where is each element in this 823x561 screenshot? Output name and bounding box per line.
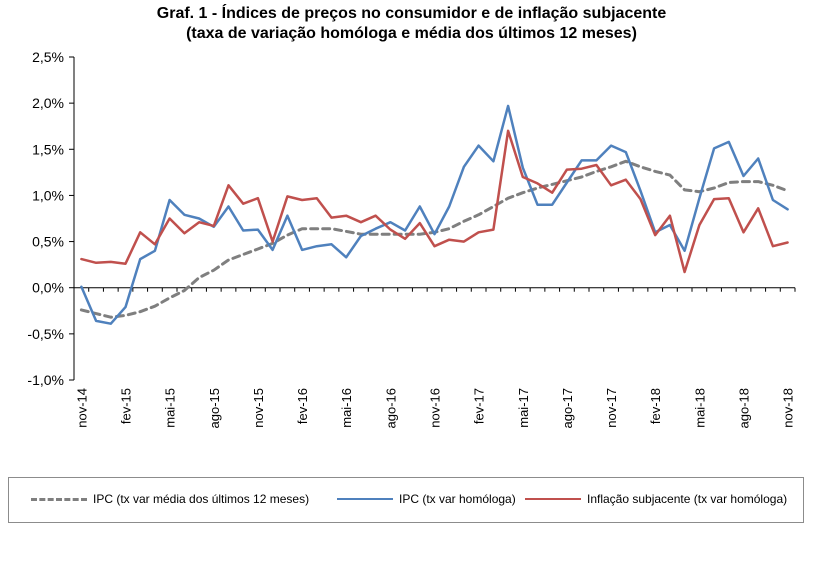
legend-label: IPC (tx var homóloga): [399, 492, 516, 506]
x-tick-label: nov-14: [74, 388, 89, 428]
y-tick-label: -0,5%: [27, 326, 64, 342]
x-tick-label: mai-16: [339, 388, 354, 428]
x-tick-label: fev-15: [119, 388, 134, 424]
x-tick-label: ago-18: [737, 388, 752, 428]
x-tick-label: fev-16: [295, 388, 310, 424]
x-tick-label: mai-17: [516, 388, 531, 428]
legend-item-ipc-yoy: IPC (tx var homóloga): [337, 492, 516, 506]
x-tick-label: fev-18: [648, 388, 663, 424]
legend-swatch-dashed-gray: [31, 497, 87, 501]
x-tick-label: ago-17: [560, 388, 575, 428]
legend-label: Inflação subjacente (tx var homóloga): [587, 492, 788, 506]
y-tick-label: 2,5%: [32, 49, 64, 65]
x-tick-label: ago-16: [383, 388, 398, 428]
chart-title-line: Graf. 1 - Índices de preços no consumido…: [156, 5, 667, 22]
series-line-2: [80, 129, 789, 274]
y-tick-label: 0,0%: [32, 280, 64, 296]
x-tick-label: mai-18: [692, 388, 707, 428]
y-tick-label: 2,0%: [32, 95, 64, 111]
series-line-1: [80, 104, 789, 325]
y-tick-label: 1,0%: [32, 187, 64, 203]
x-tick-label: nov-15: [251, 388, 266, 428]
x-tick-label: nov-16: [428, 388, 443, 428]
x-tick-label: ago-15: [207, 388, 222, 428]
legend-item-ipc-avg: IPC (tx var média dos últimos 12 meses): [31, 492, 309, 506]
legend-swatch-red: [525, 498, 581, 500]
chart-subtitle: (taxa de variação homóloga e média dos ú…: [186, 25, 637, 42]
legend-swatch-blue: [337, 498, 393, 500]
legend-label: IPC (tx var média dos últimos 12 meses): [93, 492, 310, 506]
y-tick-label: 0,5%: [32, 234, 64, 250]
legend-item-core: Inflação subjacente (tx var homóloga): [525, 492, 787, 506]
x-tick-label: nov-17: [604, 388, 619, 428]
chart-title: Graf. 1 - Índices de preços no consumido…: [0, 4, 823, 44]
x-tick-label: mai-15: [163, 388, 178, 428]
x-tick-label: nov-18: [781, 388, 796, 428]
y-tick-label: -1,0%: [27, 372, 64, 388]
x-tick-label: fev-17: [472, 388, 487, 424]
chart-legend: IPC (tx var média dos últimos 12 meses) …: [8, 477, 804, 523]
line-chart: 2,5% 2,0% 1,5% 1,0% 0,5% 0,0% -0,5% -1,0% nov-14…: [27, 49, 796, 428]
series-line-0: [79, 159, 790, 319]
y-tick-label: 1,5%: [32, 141, 64, 157]
